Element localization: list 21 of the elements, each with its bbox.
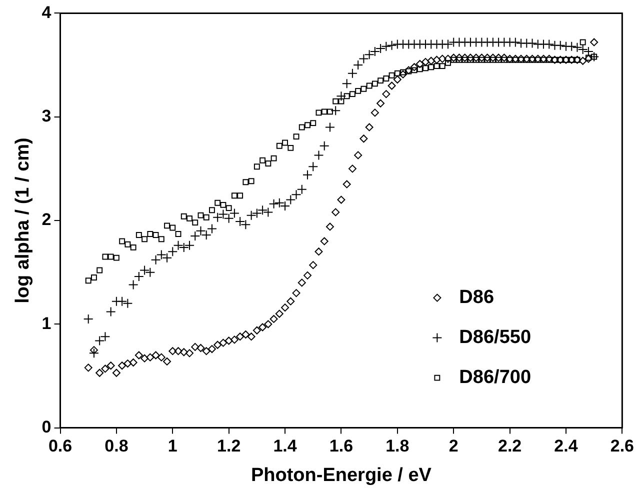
y-tick-label: 2 <box>42 210 52 230</box>
y-tick-label: 0 <box>42 417 52 436</box>
x-tick-label: 2.6 <box>610 436 634 456</box>
y-axis-title: log alpha / (1 / cm) <box>12 138 34 304</box>
y-tick-label: 3 <box>42 106 52 126</box>
x-tick-label: 1.6 <box>329 436 354 456</box>
x-tick-label: 1 <box>168 436 178 456</box>
legend-label: D86 <box>459 287 494 308</box>
legend-label: D86/550 <box>459 327 532 348</box>
y-tick-label: 1 <box>42 314 52 333</box>
x-tick-label: 0.6 <box>48 436 72 456</box>
x-tick-label: 1.4 <box>273 436 298 456</box>
x-tick-label: 1.2 <box>217 436 241 456</box>
x-tick-label: 1.8 <box>386 436 410 456</box>
y-tick-label: 4 <box>42 2 52 22</box>
x-axis-title: Photon-Energie / eV <box>250 464 432 486</box>
x-tick-label: 0.8 <box>104 436 128 456</box>
x-tick-label: 2.2 <box>498 436 522 456</box>
x-tick-label: 2.4 <box>554 436 578 456</box>
legend-label: D86/700 <box>459 367 532 388</box>
x-tick-label: 2 <box>448 436 458 456</box>
